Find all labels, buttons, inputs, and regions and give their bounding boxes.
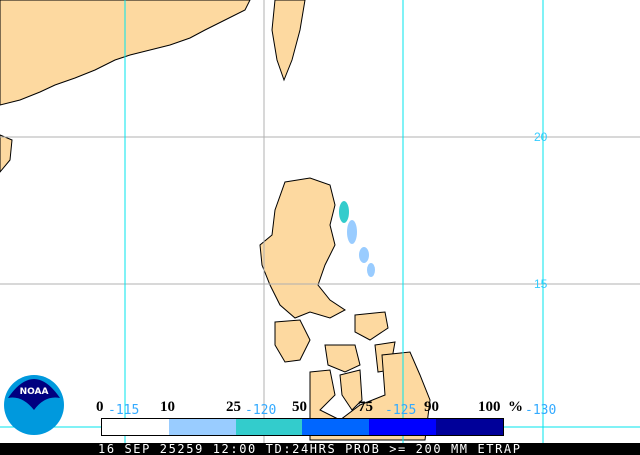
legend-tick: 90 [424, 399, 439, 415]
legend-tick: 0 [96, 399, 104, 415]
prob-10-25-area [347, 220, 357, 244]
legend-swatch [436, 419, 503, 435]
legend-tick: 50 [292, 399, 307, 415]
footer-caption: 16 SEP 25259 12:00 TD:24HRS PROB >= 200 … [0, 443, 640, 455]
rain-probability [339, 201, 375, 277]
legend-swatch [168, 419, 236, 435]
legend-tick: 75 [358, 399, 373, 415]
noaa-logo: NOAA [4, 375, 64, 435]
mindoro [274, 319, 311, 363]
legend-tick: 10 [160, 399, 175, 415]
legend-tick: 25 [226, 399, 241, 415]
graticule [0, 0, 640, 443]
lat-label-20: 20 [534, 130, 548, 144]
lat-label-15: 15 [534, 277, 548, 291]
legend-colorbar [101, 418, 504, 436]
lon-label: -120 [245, 403, 277, 418]
svg-text:NOAA: NOAA [20, 387, 49, 397]
lon-label: -115 [108, 403, 140, 418]
legend-swatch [235, 419, 303, 435]
legend-swatch [302, 419, 370, 435]
prob-25-50-area [339, 201, 349, 223]
legend-tick: 100 [478, 399, 501, 415]
samar [354, 311, 389, 341]
prob-10-25-area [359, 247, 369, 263]
legend-unit: % [508, 399, 523, 415]
panay [324, 344, 361, 373]
prob-10-25-area [367, 263, 375, 277]
negros [339, 369, 363, 411]
land [0, 0, 431, 441]
lon-label: -130 [525, 403, 557, 418]
lon-label: -125 [385, 403, 417, 418]
luzon [259, 177, 346, 319]
legend-swatch [369, 419, 437, 435]
hainan-edge [0, 134, 13, 173]
legend-swatch [102, 419, 169, 435]
taiwan [271, 0, 306, 82]
